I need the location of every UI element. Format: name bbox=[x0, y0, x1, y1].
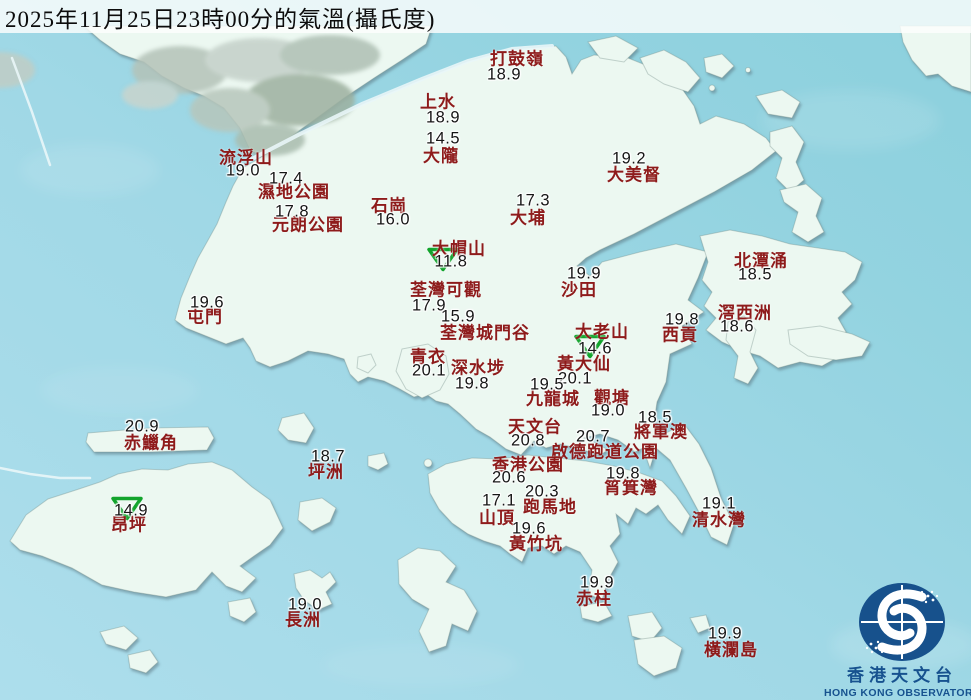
station-name-label: 觀塘 bbox=[594, 388, 630, 408]
title-bar: 2025年11月25日23時00分的氣溫(攝氏度) bbox=[0, 0, 971, 33]
station-value: 19.9 bbox=[566, 264, 602, 283]
station-value: 19.9 bbox=[707, 624, 743, 643]
station-name-label: 深水埗 bbox=[451, 358, 505, 378]
station-value: 20.6 bbox=[491, 468, 527, 487]
station-value: 15.9 bbox=[440, 307, 476, 326]
station-name-label: 大美督 bbox=[607, 165, 661, 185]
station-value: 20.3 bbox=[524, 482, 560, 501]
station-value: 14.6 bbox=[577, 339, 613, 358]
summit-marker-icon bbox=[426, 247, 460, 278]
station-value: 17.1 bbox=[481, 491, 517, 510]
station-value: 20.9 bbox=[124, 417, 160, 436]
station-name-label: 赤柱 bbox=[576, 589, 612, 609]
station-value: 20.1 bbox=[411, 361, 447, 380]
cheung-chau-island bbox=[293, 569, 337, 611]
station-name-label: 山頂 bbox=[479, 508, 515, 528]
station-name-label: 跑馬地 bbox=[523, 497, 577, 517]
station-value: 18.9 bbox=[425, 108, 461, 127]
station-name-label: 長洲 bbox=[285, 610, 321, 630]
station-name-label: 黃竹坑 bbox=[509, 534, 563, 554]
station-value: 17.4 bbox=[268, 169, 304, 188]
station-name-label: 青衣 bbox=[410, 347, 446, 367]
station-value: 18.6 bbox=[719, 317, 755, 336]
land-masses bbox=[9, 25, 971, 677]
station-name-label: 濕地公園 bbox=[258, 182, 330, 202]
station-value: 17.8 bbox=[274, 202, 310, 221]
map-title: 2025年11月25日23時00分的氣溫(攝氏度) bbox=[5, 6, 436, 32]
station-value: 19.5 bbox=[529, 375, 565, 394]
station-name-label: 香港公園 bbox=[492, 455, 564, 475]
station-name-label: 元朗公園 bbox=[272, 215, 344, 235]
station-name-label: 筲箕灣 bbox=[604, 478, 658, 498]
station-value: 19.0 bbox=[590, 401, 626, 420]
station-value: 18.5 bbox=[637, 408, 673, 427]
station-value: 19.0 bbox=[287, 595, 323, 614]
station-name-label: 上水 bbox=[420, 92, 456, 112]
station-name-label: 黃大仙 bbox=[557, 354, 611, 374]
lantau-island bbox=[9, 461, 284, 598]
hong-kong-island bbox=[427, 454, 691, 601]
station-value: 20.1 bbox=[557, 369, 593, 388]
station-value: 19.6 bbox=[511, 519, 547, 538]
station-value: 19.2 bbox=[611, 149, 647, 168]
station-value: 19.0 bbox=[225, 161, 261, 180]
station-value: 18.5 bbox=[737, 265, 773, 284]
station-name-label: 屯門 bbox=[187, 307, 223, 327]
station-name-label: 橫瀾島 bbox=[704, 640, 758, 660]
station-value: 17.9 bbox=[411, 296, 447, 315]
station-value: 19.1 bbox=[701, 494, 737, 513]
station-name-label: 流浮山 bbox=[219, 148, 273, 168]
station-name-label: 石崗 bbox=[371, 196, 407, 216]
border-river bbox=[0, 44, 554, 480]
station-value: 11.8 bbox=[434, 252, 468, 271]
logo-halftone-dots bbox=[865, 590, 939, 654]
new-territories-land bbox=[174, 45, 777, 546]
station-name-label: 滘西洲 bbox=[718, 303, 772, 323]
station-name-label: 北潭涌 bbox=[734, 251, 788, 271]
station-name-label: 大隴 bbox=[423, 146, 459, 166]
station-value: 16.0 bbox=[375, 210, 411, 229]
station-value: 19.6 bbox=[189, 293, 225, 312]
station-value: 14.9 bbox=[113, 501, 149, 520]
urban-texture bbox=[0, 35, 380, 156]
station-name-label: 打鼓嶺 bbox=[490, 49, 544, 69]
hko-logo-name-zh: 香港天文台 bbox=[847, 665, 957, 685]
station-name-label: 沙田 bbox=[561, 280, 597, 300]
station-value: 19.9 bbox=[579, 573, 615, 592]
station-value: 20.8 bbox=[510, 431, 546, 450]
station-name-label: 荃灣城門谷 bbox=[440, 323, 530, 343]
station-name-label: 大帽山 bbox=[432, 239, 486, 259]
station-value: 17.3 bbox=[515, 191, 551, 210]
station-name-label: 清水灣 bbox=[692, 510, 746, 530]
station-name-label: 天文台 bbox=[508, 417, 562, 437]
station-name-label: 坪洲 bbox=[308, 462, 344, 482]
station-name-label: 昂坪 bbox=[111, 515, 147, 535]
airport-island bbox=[85, 426, 215, 453]
station-value: 18.9 bbox=[486, 65, 522, 84]
lamma-island bbox=[397, 547, 478, 653]
hko-logo-name-en: HONG KONG OBSERVATORY bbox=[824, 687, 971, 699]
station-value: 19.8 bbox=[664, 310, 700, 329]
station-name-label: 西貢 bbox=[662, 325, 698, 345]
station-value: 14.5 bbox=[425, 129, 461, 148]
station-value: 19.8 bbox=[605, 464, 641, 483]
station-name-label: 大老山 bbox=[575, 322, 629, 342]
summit-marker-icon bbox=[573, 334, 607, 365]
kau-sai-chau-island bbox=[725, 315, 759, 385]
station-name-label: 九龍城 bbox=[526, 389, 580, 409]
station-value: 20.7 bbox=[575, 427, 611, 446]
summit-marker-icon bbox=[110, 496, 144, 527]
hko-logo: 香港天文台 HONG KONG OBSERVATORY bbox=[824, 583, 971, 699]
station-name-label: 大埔 bbox=[510, 208, 546, 228]
station-name-label: 將軍澳 bbox=[634, 422, 688, 442]
station-name-label: 赤鱲角 bbox=[124, 433, 178, 453]
station-name-label: 荃灣可觀 bbox=[410, 280, 482, 300]
station-value: 18.7 bbox=[310, 447, 346, 466]
station-value: 19.8 bbox=[454, 374, 490, 393]
station-name-label: 啟德跑道公園 bbox=[551, 442, 659, 462]
